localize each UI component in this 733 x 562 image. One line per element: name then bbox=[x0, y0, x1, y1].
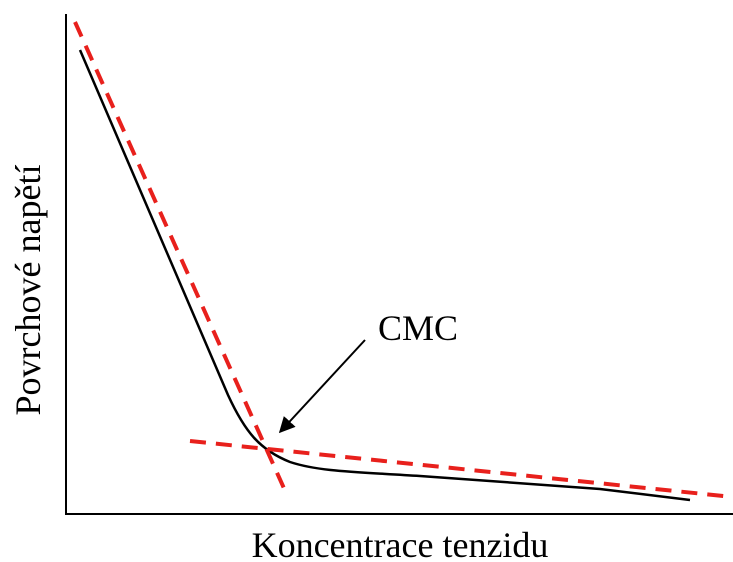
annotation: CMC bbox=[378, 308, 458, 348]
curve bbox=[78, 49, 691, 502]
tangent-line bbox=[189, 439, 733, 499]
arrow bbox=[278, 339, 366, 434]
tangent-line bbox=[73, 21, 289, 496]
x-axis-label: Koncentrace tenzidu bbox=[252, 525, 549, 562]
y-axis-label: Povrchové napětí bbox=[8, 165, 48, 416]
